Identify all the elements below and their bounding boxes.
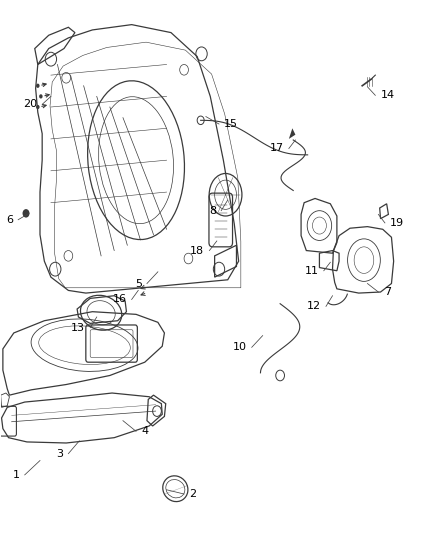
Text: 12: 12 bbox=[307, 301, 321, 311]
Text: 7: 7 bbox=[384, 287, 391, 297]
Text: 13: 13 bbox=[71, 322, 85, 333]
Text: 1: 1 bbox=[12, 470, 19, 480]
Polygon shape bbox=[289, 128, 295, 139]
Circle shape bbox=[36, 105, 39, 109]
Text: 16: 16 bbox=[113, 294, 127, 304]
Text: 5: 5 bbox=[135, 279, 142, 288]
Text: 10: 10 bbox=[233, 342, 247, 352]
Text: 15: 15 bbox=[224, 119, 238, 129]
Text: 19: 19 bbox=[390, 218, 404, 228]
Text: 14: 14 bbox=[381, 90, 395, 100]
Text: 2: 2 bbox=[189, 489, 196, 499]
Text: 11: 11 bbox=[304, 266, 318, 276]
Circle shape bbox=[36, 84, 39, 88]
Text: 3: 3 bbox=[56, 449, 63, 458]
Text: 17: 17 bbox=[269, 143, 284, 154]
Circle shape bbox=[22, 209, 29, 217]
Text: 8: 8 bbox=[209, 206, 216, 216]
Circle shape bbox=[39, 94, 42, 99]
Text: 6: 6 bbox=[6, 215, 13, 225]
Text: 4: 4 bbox=[141, 426, 148, 437]
Text: 20: 20 bbox=[23, 99, 37, 109]
Text: 18: 18 bbox=[190, 246, 204, 255]
